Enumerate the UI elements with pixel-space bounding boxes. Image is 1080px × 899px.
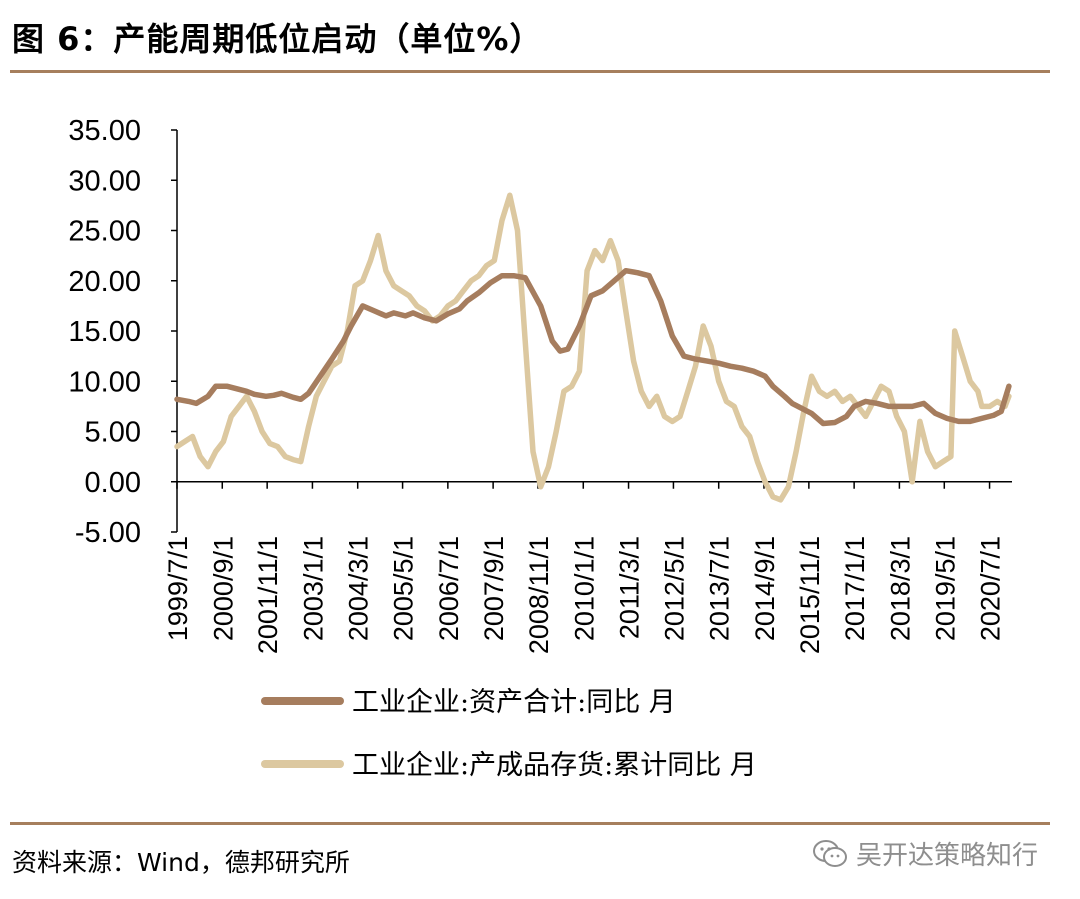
watermark-text: 吴开达策略知行 <box>856 841 1039 871</box>
title-divider <box>10 70 1050 73</box>
x-tick-label: 2020/7/1 <box>976 536 1006 641</box>
y-tick-label: 35.00 <box>68 115 141 147</box>
x-tick-label: 2017/1/1 <box>840 536 870 641</box>
source-note: 资料来源：Wind，德邦研究所 <box>12 848 350 877</box>
chart-title: 图 6：产能周期低位启动（单位%） <box>12 20 543 58</box>
x-tick-label: 2007/9/1 <box>479 536 509 641</box>
wechat-icon <box>813 839 847 867</box>
y-tick-label: -5.00 <box>75 517 141 549</box>
x-tick-label: 2010/1/1 <box>569 536 599 641</box>
x-axis: 1999/7/1 2000/9/1 2001/11/1 2003/1/1 2004/3/… <box>163 481 1012 654</box>
x-tick-label: 2005/5/1 <box>389 536 419 641</box>
legend-label-1: 工业企业:资产合计:同比 月 <box>352 687 676 718</box>
x-tick-label: 2015/11/1 <box>795 536 825 654</box>
y-tick-label: 30.00 <box>68 165 141 197</box>
series-line-1 <box>174 267 1012 427</box>
legend-label-2: 工业企业:产成品存货:累计同比 月 <box>352 750 757 781</box>
x-tick-label: 1999/7/1 <box>163 536 193 641</box>
y-tick-label: 20.00 <box>68 266 141 298</box>
x-tick-label: 2008/11/1 <box>524 536 554 654</box>
y-tick-label: 15.00 <box>68 316 141 348</box>
footer-divider <box>10 822 1050 825</box>
x-tick-label: 2003/1/1 <box>298 536 328 641</box>
y-tick-label: 25.00 <box>68 216 141 248</box>
series-line-2 <box>174 192 1012 503</box>
x-tick-label: 2011/3/1 <box>615 536 645 639</box>
x-tick-label: 2018/3/1 <box>885 536 915 641</box>
chart-series <box>174 192 1012 503</box>
y-tick-label: 5.00 <box>85 417 141 449</box>
y-axis: -5.00 0.00 5.00 10.00 15.00 20.00 25.00 30.00 35… <box>68 115 178 549</box>
x-tick-label: 2012/5/1 <box>659 536 689 641</box>
x-tick-label: 2014/9/1 <box>750 536 780 641</box>
x-tick-label: 2004/3/1 <box>344 536 374 641</box>
y-tick-label: 0.00 <box>85 467 141 499</box>
x-tick-label: 2001/11/1 <box>253 536 283 654</box>
x-tick-label: 2013/7/1 <box>705 536 735 641</box>
watermark: 吴开达策略知行 <box>812 835 1038 872</box>
x-tick-label: 2000/9/1 <box>208 536 238 641</box>
y-tick-label: 10.00 <box>68 366 141 398</box>
x-tick-label: 2006/7/1 <box>434 536 464 641</box>
line-chart: -5.00 0.00 5.00 10.00 15.00 20.00 25.00 30.00 35… <box>68 115 1012 781</box>
x-tick-label: 2019/5/1 <box>930 536 960 641</box>
